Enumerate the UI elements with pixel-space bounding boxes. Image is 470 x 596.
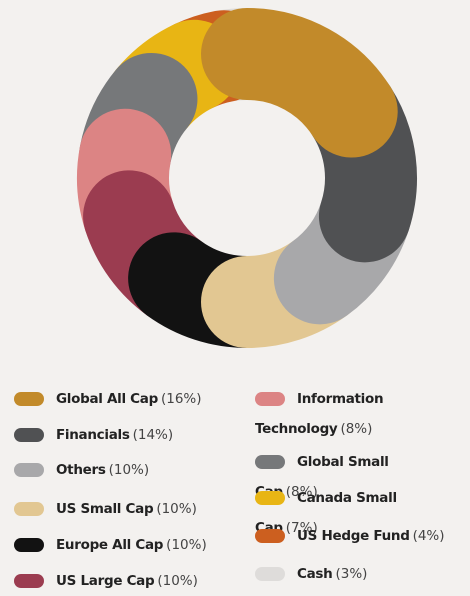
legend-value: (10%): [166, 537, 207, 553]
legend-swatch: [255, 455, 285, 469]
legend-label: Information Technology: [255, 391, 384, 437]
legend-value: (10%): [157, 573, 198, 589]
legend-value: (14%): [132, 427, 174, 443]
legend-item: Information Technology (8%): [255, 384, 405, 444]
legend-item: US Small Cap (10%): [14, 494, 244, 524]
legend-value: (16%): [160, 391, 202, 407]
legend-item: Global All Cap (16%): [14, 384, 244, 414]
legend-value: (8%): [285, 484, 318, 500]
legend-label: US Small Cap: [56, 501, 154, 517]
donut-chart: [77, 8, 417, 348]
legend-value: (4%): [412, 528, 445, 544]
legend-value: (8%): [340, 421, 373, 437]
legend-item: Global Small Cap(8%): [255, 447, 455, 507]
legend-value: (3%): [335, 566, 368, 582]
legend-label: Europe All Cap: [56, 537, 164, 553]
legend-swatch: [255, 392, 285, 406]
legend-label: Others: [56, 462, 106, 478]
legend-swatch: [255, 529, 285, 543]
legend-swatch: [14, 392, 44, 406]
legend-label: Cash: [297, 566, 333, 582]
legend-label: US Hedge Fund: [297, 528, 410, 544]
legend-swatch: [14, 574, 44, 588]
legend-item: Others (10%): [14, 455, 244, 485]
legend-swatch: [14, 502, 44, 516]
legend-swatch: [14, 428, 44, 442]
donut-segment: [201, 8, 398, 158]
legend-swatch: [255, 491, 285, 505]
legend-item: Cash (3%): [255, 559, 455, 589]
legend-label: Financials: [56, 427, 130, 443]
legend-item: Financials (14%): [14, 420, 244, 450]
legend-label: US Large Cap: [56, 573, 155, 589]
legend-item: US Large Cap (10%): [14, 566, 244, 596]
legend-value: (10%): [156, 501, 197, 517]
legend-value: (10%): [108, 462, 150, 478]
legend-swatch: [14, 463, 44, 477]
legend-item: US Hedge Fund (4%): [255, 521, 455, 551]
legend-label: Global All Cap: [56, 391, 158, 407]
legend-swatch: [255, 567, 285, 581]
legend-value: (7%): [285, 520, 318, 536]
legend-item: Europe All Cap (10%): [14, 530, 244, 560]
legend-swatch: [14, 538, 44, 552]
